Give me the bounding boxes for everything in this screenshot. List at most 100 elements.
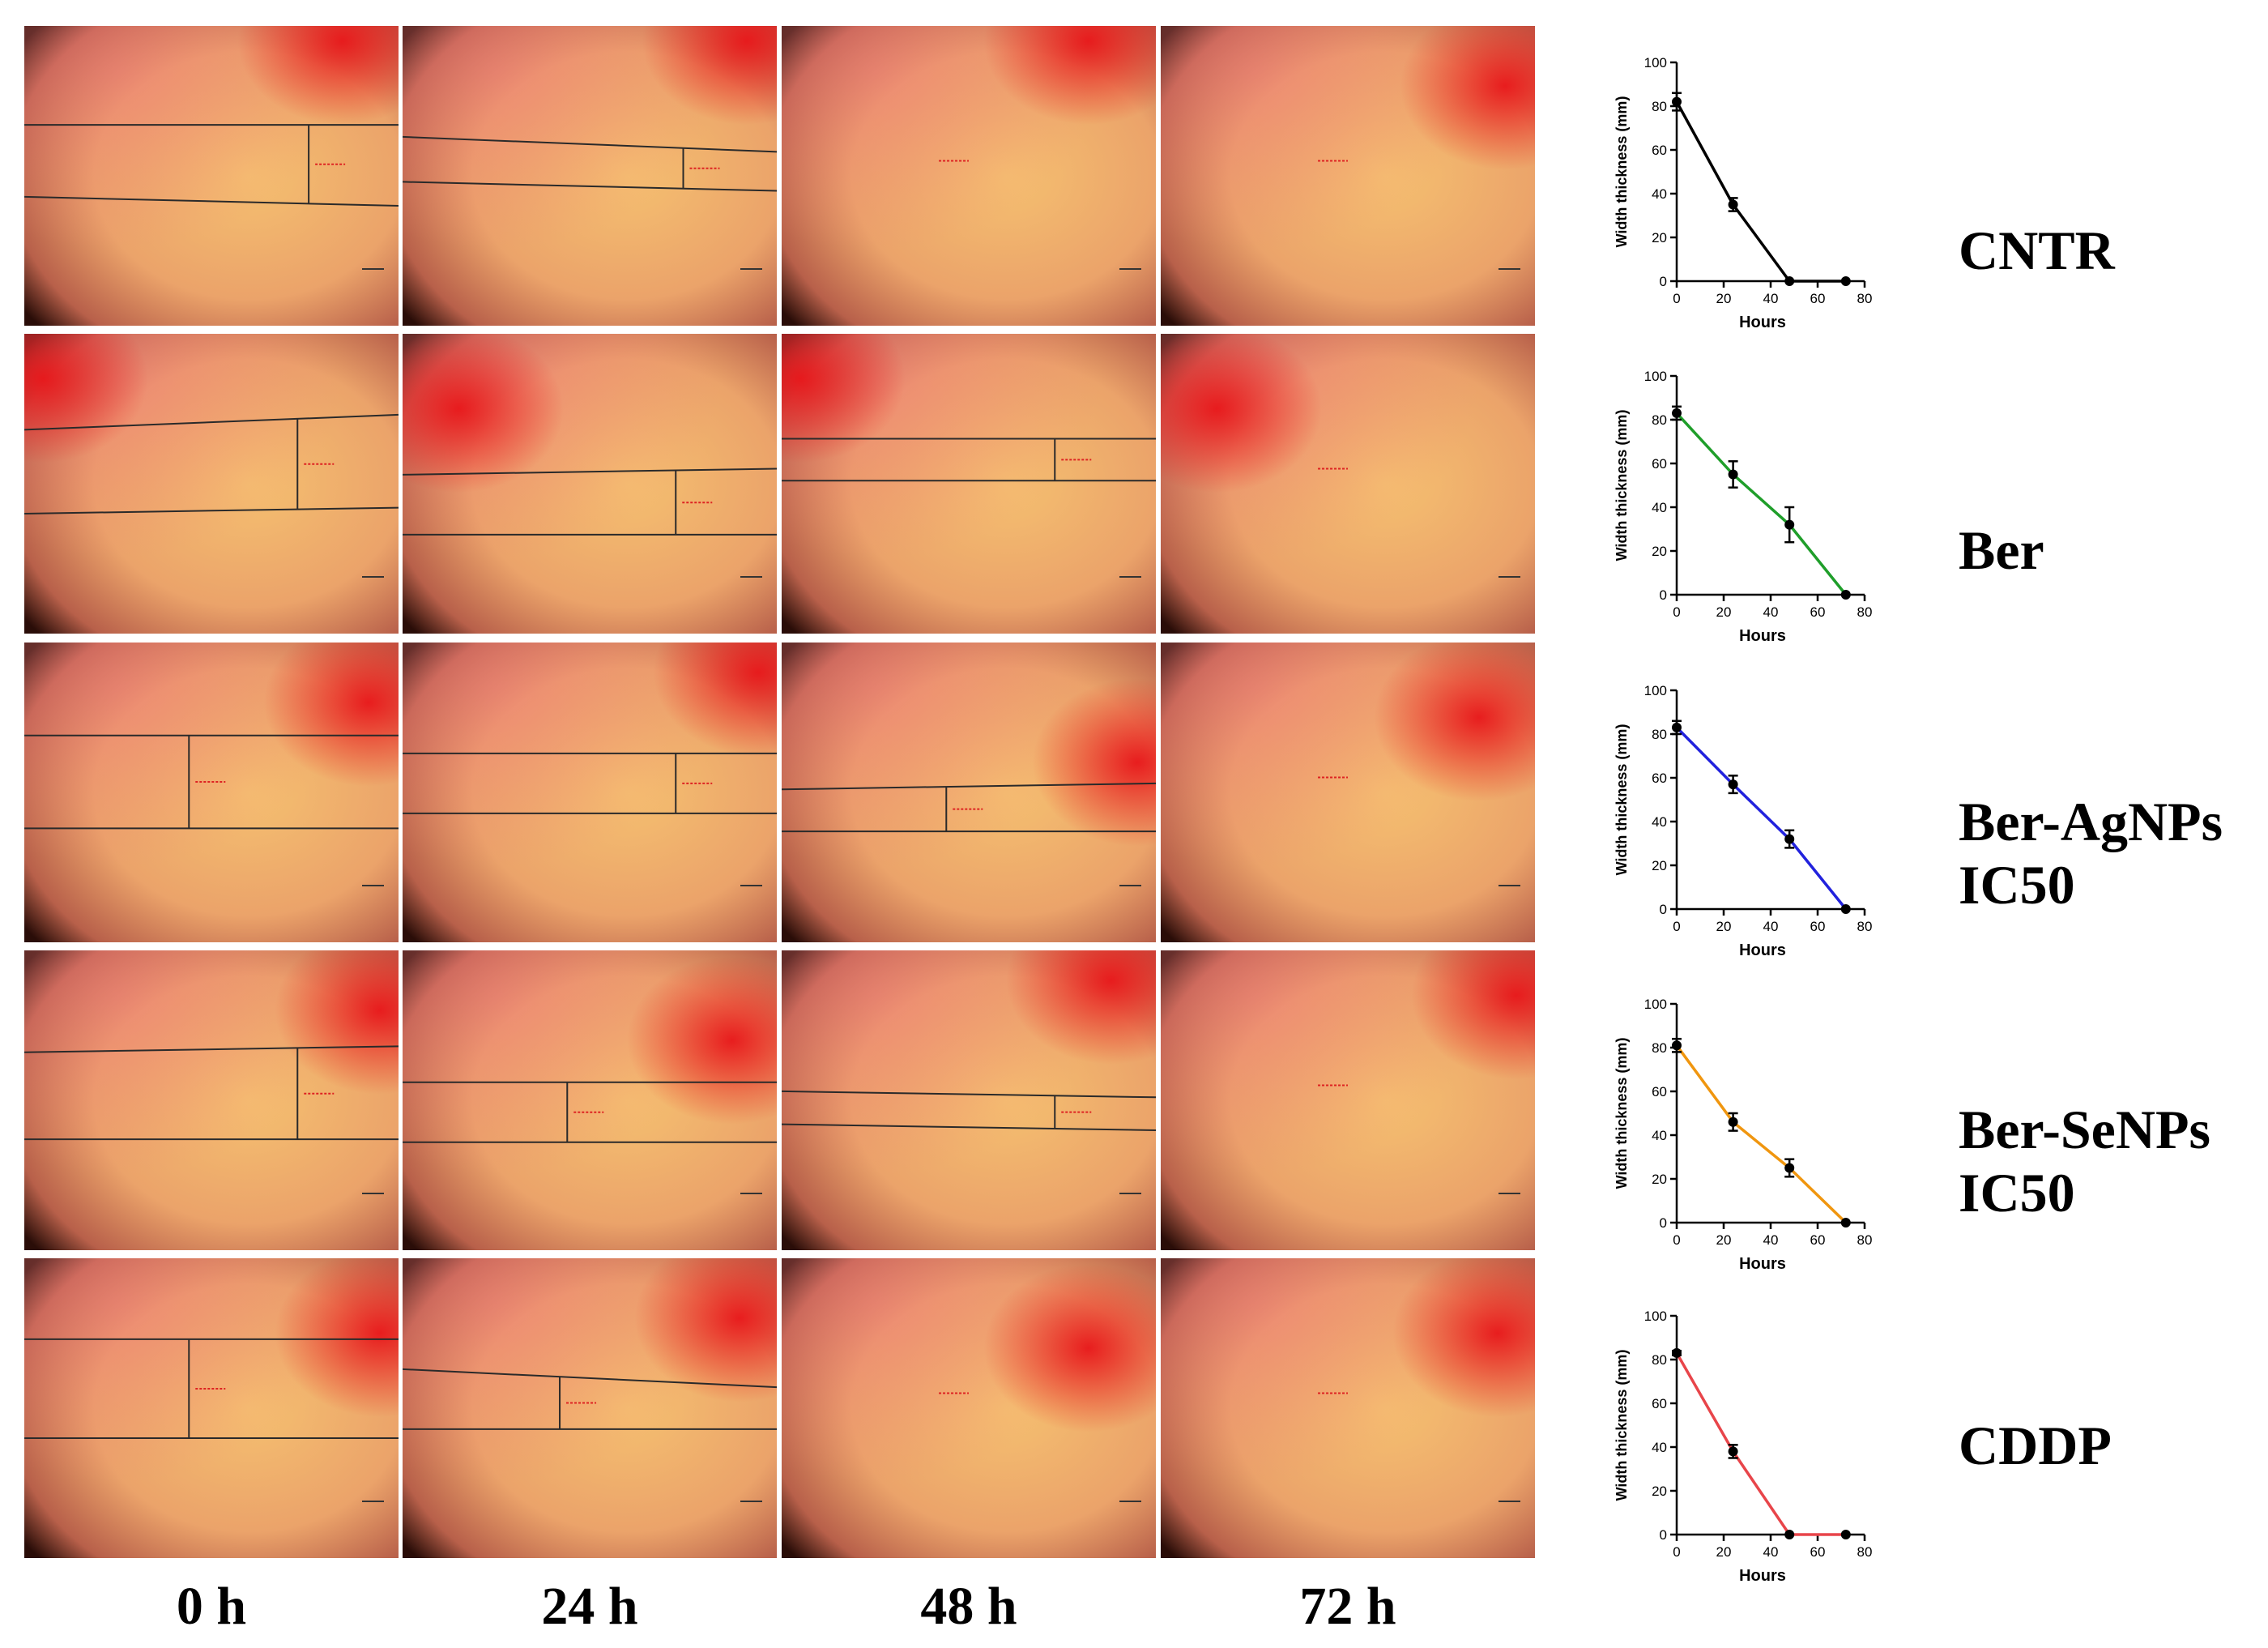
time-label: 72 h [1299,1577,1396,1636]
micrograph-r4-c3 [782,950,1156,1250]
x-tick-label: 60 [1810,919,1826,934]
y-tick-label: 20 [1652,858,1667,873]
data-point [1840,590,1851,600]
y-tick-label: 40 [1652,1128,1667,1143]
y-axis-label: Width thickness (mm) [1614,724,1630,876]
x-tick-label: 80 [1857,1232,1873,1248]
y-axis-label: Width thickness (mm) [1614,1350,1630,1501]
y-tick-label: 40 [1652,186,1667,202]
micrograph-r4-c4 [1161,950,1535,1250]
group-label-line: CDDP [1959,1415,2112,1476]
micrograph-r5-c1 [24,1258,399,1558]
micrograph-r2-c2 [403,334,777,634]
chart-4: 0 20 40 60 80 100 0 20 40 60 80 Hours Width thicknes… [1588,986,1887,1286]
x-tick-label: 0 [1673,604,1680,620]
x-tick-label: 60 [1810,291,1826,306]
x-tick-label: 20 [1716,1232,1732,1248]
micrograph-r3-c3 [782,643,1156,942]
x-axis-label: Hours [1739,314,1786,331]
micrograph-r4-c2 [403,950,777,1250]
data-point [1672,1347,1682,1358]
group-label-line: CNTR [1959,220,2115,281]
series-line [1675,1352,1846,1536]
micrograph-r3-c1 [24,643,399,942]
y-tick-label: 60 [1652,1084,1667,1099]
series-line [1675,412,1848,596]
micrograph-r2-c1 [24,334,399,634]
chart-5: 0 20 40 60 80 100 0 20 40 60 80 Hours Width thicknes… [1588,1298,1887,1598]
data-point [1672,1040,1682,1051]
x-tick-label: 40 [1763,291,1779,306]
data-point [1728,199,1738,210]
data-point [1728,1446,1738,1457]
y-tick-label: 60 [1652,1396,1667,1411]
series-line [1675,726,1848,911]
y-tick-label: 60 [1652,771,1667,786]
time-label: 24 h [541,1577,638,1636]
micrograph-r5-c2 [403,1258,777,1558]
x-tick-label: 20 [1716,1544,1732,1560]
y-tick-label: 40 [1652,814,1667,830]
x-tick-label: 20 [1716,291,1732,306]
group-label-line: IC50 [1959,854,2075,916]
x-tick-label: 60 [1810,1544,1826,1560]
x-tick-label: 0 [1673,291,1680,306]
y-axis-label: Width thickness (mm) [1614,1038,1630,1189]
series-line [1675,1044,1848,1224]
group-label: CDDP [1959,1414,2112,1477]
time-label: 48 h [920,1577,1017,1636]
x-tick-label: 40 [1763,919,1779,934]
x-tick-label: 60 [1810,604,1826,620]
data-point [1728,1116,1738,1127]
micrograph-r1-c2 [403,26,777,326]
y-tick-label: 60 [1652,143,1667,158]
micrograph-r5-c3 [782,1258,1156,1558]
y-tick-label: 0 [1660,587,1667,603]
data-point [1672,722,1682,732]
micrograph-r4-c1 [24,950,399,1250]
x-axis-label: Hours [1739,1567,1786,1585]
data-point [1784,834,1795,844]
y-tick-label: 0 [1660,902,1667,917]
x-tick-label: 80 [1857,1544,1873,1560]
y-tick-label: 20 [1652,544,1667,559]
group-label: CNTR [1959,219,2115,282]
y-tick-label: 0 [1660,1527,1667,1543]
y-tick-label: 20 [1652,1172,1667,1187]
group-label: Ber [1959,519,2044,582]
y-tick-label: 40 [1652,500,1667,515]
y-tick-label: 80 [1652,99,1667,114]
x-tick-label: 20 [1716,919,1732,934]
y-tick-label: 80 [1652,412,1667,428]
micrograph-grid [24,26,1538,1558]
y-tick-label: 80 [1652,1352,1667,1368]
y-tick-label: 80 [1652,1040,1667,1056]
data-point [1840,904,1851,914]
group-label-line: Ber-SeNPs [1959,1099,2210,1160]
data-point [1728,779,1738,790]
x-tick-label: 40 [1763,1544,1779,1560]
x-tick-label: 20 [1716,604,1732,620]
x-axis-label: Hours [1739,1255,1786,1273]
data-point [1784,519,1795,530]
micrograph-r3-c4 [1161,643,1535,942]
x-tick-label: 80 [1857,604,1873,620]
x-tick-label: 80 [1857,919,1873,934]
y-tick-label: 100 [1644,683,1667,698]
x-axis-label: Hours [1739,627,1786,645]
y-tick-label: 0 [1660,274,1667,289]
x-tick-label: 40 [1763,1232,1779,1248]
data-point [1840,1530,1851,1539]
data-point [1840,1218,1851,1227]
data-point [1784,276,1795,286]
x-tick-label: 0 [1673,919,1680,934]
group-label-line: Ber [1959,519,2044,581]
x-tick-label: 80 [1857,291,1873,306]
y-tick-label: 80 [1652,727,1667,742]
micrograph-r1-c1 [24,26,399,326]
micrograph-r3-c2 [403,643,777,942]
group-label: Ber-SeNPs IC50 [1959,1098,2210,1224]
micrograph-r2-c4 [1161,334,1535,634]
micrograph-r2-c3 [782,334,1156,634]
data-point [1784,1530,1795,1539]
